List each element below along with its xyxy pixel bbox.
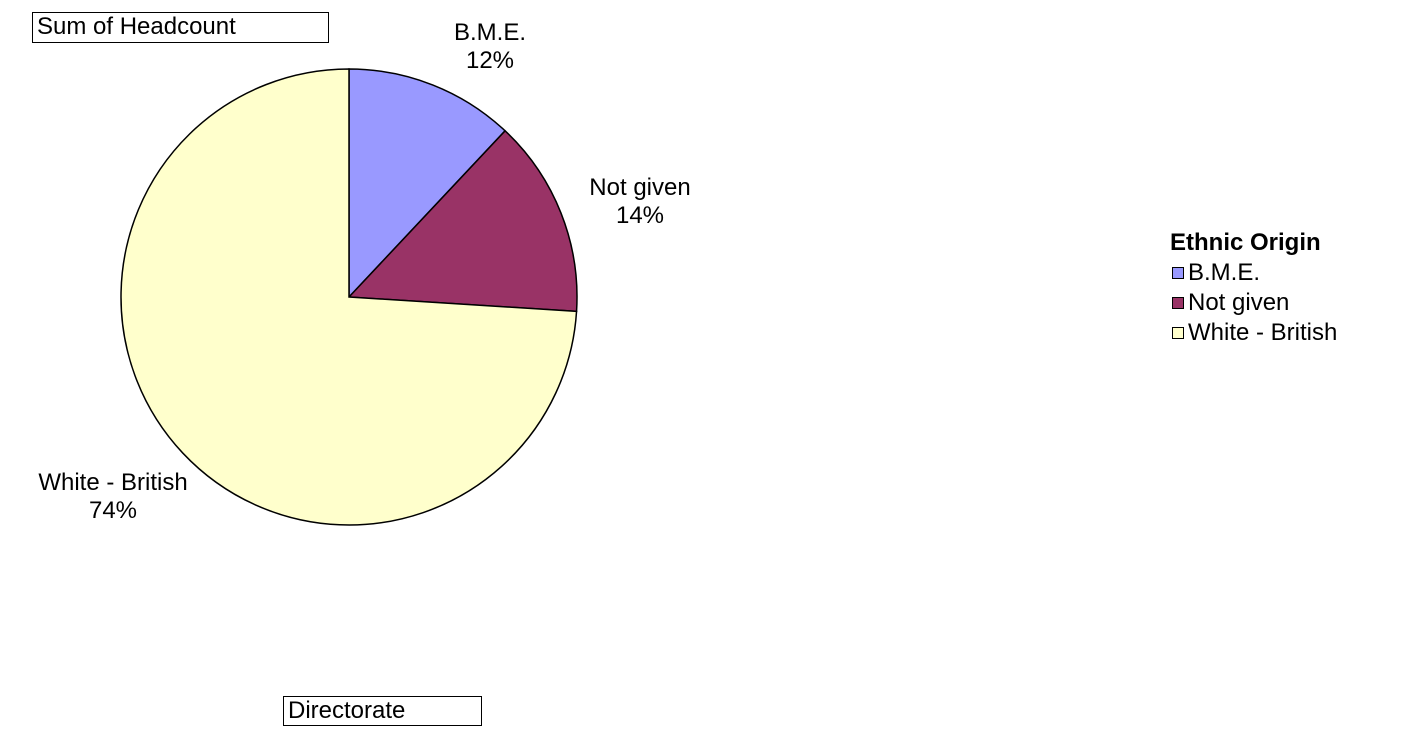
legend-item-b-m-e: B.M.E. [1170,258,1337,288]
legend-swatch [1172,297,1184,309]
pie-slice-b-m-e [348,68,507,299]
legend-title: Ethnic Origin [1170,229,1321,256]
slice-label-white-british: White - British [38,469,187,496]
legend-label: B.M.E. [1188,259,1261,286]
slice-label-not-given: Not given [589,174,690,201]
page-field-button[interactable]: Directorate [283,696,482,726]
pie-slice-white-british [120,68,578,526]
slice-percent-white-british: 74% [89,497,137,524]
legend-label: White - British [1188,319,1338,346]
legend-item-white-british: White - British [1170,318,1337,348]
slice-percent-not-given: 14% [616,202,664,229]
legend-item-not-given: Not given [1170,288,1337,318]
legend: Ethnic Origin B.M.E. Not given White - Bri… [1170,228,1337,348]
slice-label-b-m-e: B.M.E. [454,19,526,46]
legend-swatch [1172,327,1184,339]
legend-swatch [1172,267,1184,279]
legend-label: Not given [1188,289,1290,316]
slice-percent-b-m-e: 12% [466,47,514,74]
data-field-button[interactable]: Sum of Headcount [32,12,329,43]
pie-slice-not-given [347,129,578,313]
